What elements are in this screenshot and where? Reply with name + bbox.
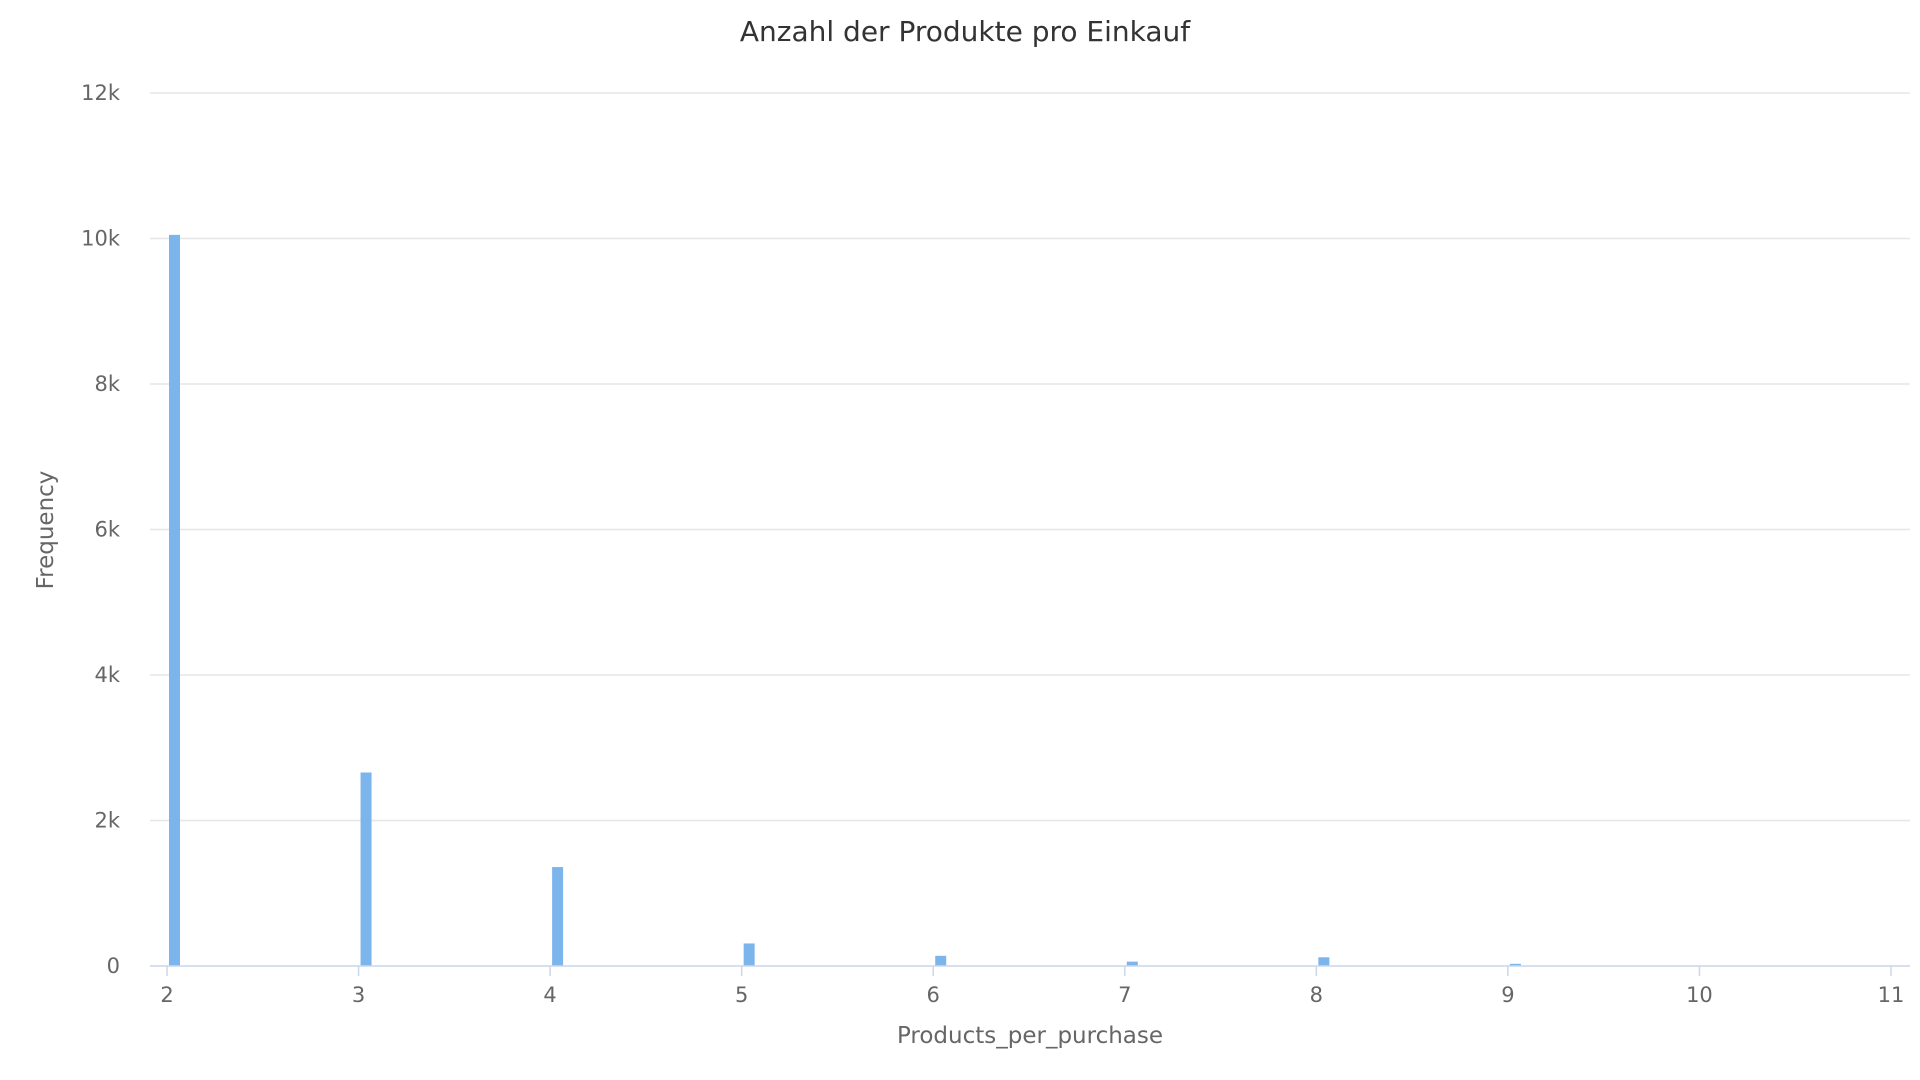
x-tick-label: 5	[735, 983, 748, 1007]
gridlines	[150, 92, 1910, 822]
axes: 0 2k 4k 6k 8k 10k 12k 2 3 4 5 6 7 8 9 10 11	[81, 81, 1910, 1007]
x-tick-label: 7	[1118, 983, 1131, 1007]
y-axis-title: Frequency	[33, 471, 59, 590]
bars	[169, 234, 1521, 967]
x-tick-label: 10	[1686, 983, 1713, 1007]
x-tick-label: 9	[1501, 983, 1514, 1007]
bar[interactable]	[1126, 961, 1138, 966]
y-tick-label: 10k	[81, 227, 121, 251]
bar[interactable]	[1509, 963, 1521, 966]
x-axis-title: Products_per_purchase	[897, 1023, 1163, 1049]
x-tick-label: 3	[352, 983, 365, 1007]
y-tick-label: 12k	[81, 81, 121, 105]
y-tick-label: 8k	[94, 372, 120, 396]
bar[interactable]	[360, 772, 372, 966]
bar[interactable]	[743, 943, 755, 966]
x-tick-label: 8	[1310, 983, 1323, 1007]
bar[interactable]	[169, 234, 180, 967]
bar[interactable]	[552, 867, 564, 966]
y-tick-label: 0	[107, 954, 120, 978]
x-tick-label: 11	[1878, 983, 1905, 1007]
y-tick-label: 2k	[94, 809, 120, 833]
x-tick-label: 2	[160, 983, 173, 1007]
y-tick-label: 4k	[94, 663, 120, 687]
y-tick-label: 6k	[94, 518, 120, 542]
bar[interactable]	[1318, 957, 1330, 966]
x-tick-label: 6	[927, 983, 940, 1007]
x-tick-label: 4	[543, 983, 556, 1007]
chart-title: Anzahl der Produkte pro Einkauf	[740, 15, 1191, 48]
bar[interactable]	[935, 955, 947, 966]
